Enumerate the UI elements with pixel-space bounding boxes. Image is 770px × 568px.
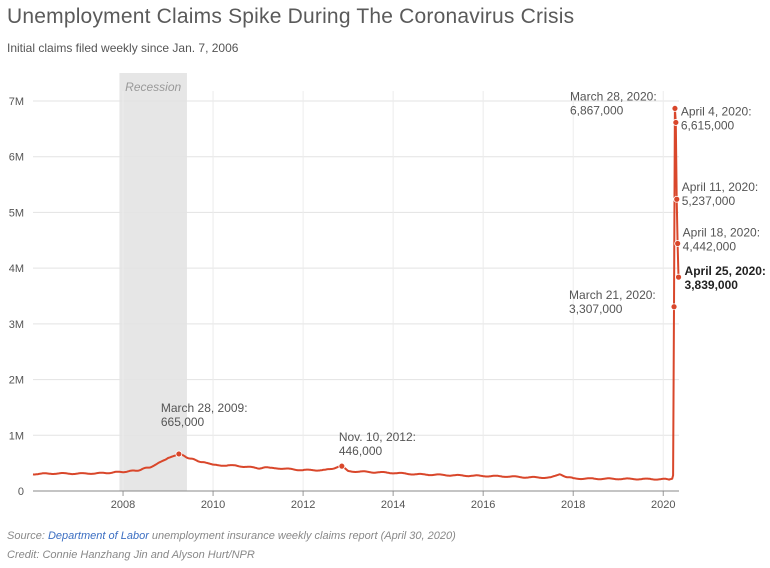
point-label-date: March 28, 2009: — [161, 401, 248, 415]
point-label-value: 446,000 — [339, 444, 383, 458]
point-label-value: 6,867,000 — [570, 103, 624, 117]
chart-subtitle: Initial claims filed weekly since Jan. 7… — [7, 41, 239, 55]
point-label-value: 3,839,000 — [685, 278, 739, 292]
y-tick-label: 2M — [9, 375, 24, 387]
credit-note: Credit: Connie Hanzhang Jin and Alyson H… — [7, 549, 255, 561]
x-tick-label: 2008 — [111, 499, 135, 511]
recession-band — [119, 73, 187, 491]
point-label-date: April 11, 2020: — [682, 180, 759, 194]
data-point — [175, 450, 183, 458]
y-tick-label: 4M — [9, 263, 24, 275]
chart-title: Unemployment Claims Spike During The Cor… — [7, 5, 575, 28]
y-tick-label: 7M — [9, 96, 24, 108]
data-point — [675, 273, 682, 281]
point-label-value: 4,442,000 — [683, 240, 737, 254]
x-tick-label: 2020 — [651, 499, 675, 511]
data-point — [670, 303, 678, 311]
x-tick-label: 2018 — [561, 499, 585, 511]
source-prefix: Source: — [7, 530, 48, 542]
point-label-date: April 18, 2020: — [683, 226, 760, 240]
point-label-value: 665,000 — [161, 415, 205, 429]
data-point — [338, 462, 346, 470]
y-tick-label: 3M — [9, 319, 24, 331]
point-label-date: March 21, 2020: — [569, 288, 656, 302]
x-tick-label: 2010 — [201, 499, 225, 511]
source-suffix: unemployment insurance weekly claims rep… — [148, 530, 456, 542]
source-link[interactable]: Department of Labor — [47, 530, 149, 542]
x-tick-label: 2012 — [291, 499, 315, 511]
claims-series-line — [32, 107, 680, 481]
y-tick-label: 1M — [9, 430, 24, 442]
point-label-date: April 25, 2020: — [685, 264, 766, 278]
x-tick-label: 2016 — [471, 499, 495, 511]
y-tick-label: 0 — [18, 486, 24, 498]
point-label-date: April 4, 2020: — [681, 104, 752, 118]
line-chart: Recession 0 1M 2M 3M 4M 5M 6M 7M 2008 2010 2012 2014… — [9, 73, 766, 511]
point-label-date: Nov. 10, 2012: — [339, 430, 416, 444]
recession-label: Recession — [125, 80, 181, 94]
x-tick-label: 2014 — [381, 499, 405, 511]
source-note: Source: Department of Labor unemployment… — [7, 530, 456, 542]
data-point — [673, 195, 681, 203]
data-point — [672, 119, 680, 126]
point-label-value: 6,615,000 — [681, 118, 735, 132]
point-label-date: March 28, 2020: — [570, 89, 657, 103]
data-point — [671, 105, 679, 112]
y-tick-label: 6M — [9, 152, 24, 164]
data-point — [674, 240, 682, 247]
point-label-value: 3,307,000 — [569, 302, 623, 316]
y-tick-label: 5M — [9, 207, 24, 219]
point-label-value: 5,237,000 — [682, 194, 736, 208]
